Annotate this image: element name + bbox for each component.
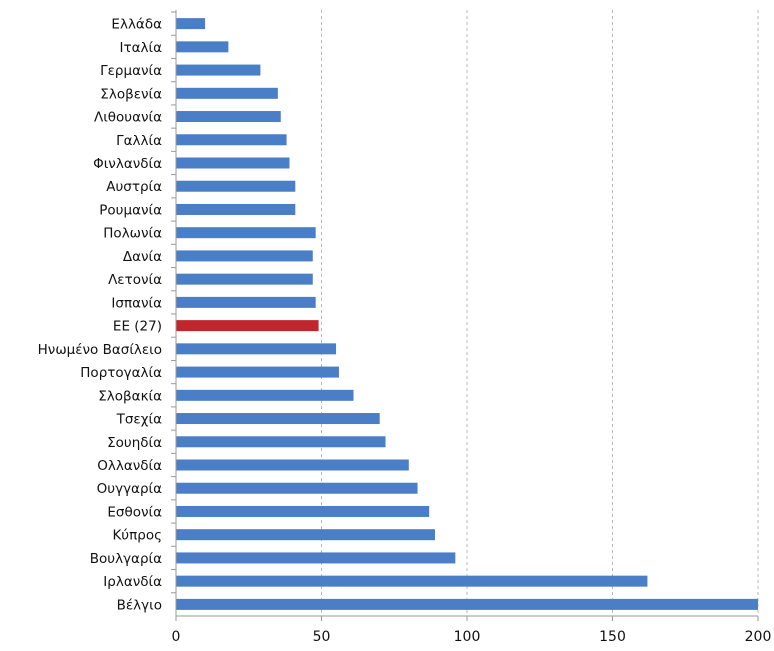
category-label: Γερμανία	[100, 63, 162, 79]
category-label: Βέλγιο	[117, 597, 162, 613]
bar-12	[176, 296, 316, 308]
bar-2	[176, 64, 261, 76]
bar-4	[176, 111, 281, 123]
bar-3	[176, 87, 278, 99]
x-tick-labels: 0 50 100 150 200	[172, 629, 772, 645]
category-label: Ολλανδία	[97, 458, 162, 474]
category-label: Ελλάδα	[111, 17, 162, 33]
category-label: Βουλγαρία	[90, 551, 162, 567]
x-tick-label: 50	[313, 629, 331, 645]
bars	[176, 18, 758, 610]
bar-1	[176, 41, 229, 53]
category-label: Λιθουανία	[94, 110, 162, 126]
bar-9	[176, 227, 316, 239]
bar-13	[176, 320, 319, 332]
bar-24	[176, 575, 648, 587]
bar-7	[176, 180, 296, 192]
category-label: Κύπρος	[112, 528, 162, 544]
category-label: Ιρλανδία	[103, 574, 162, 590]
x-tick-label: 200	[745, 629, 772, 645]
bar-11	[176, 273, 313, 285]
category-label: Σουηδία	[107, 435, 162, 451]
bar-20	[176, 482, 418, 494]
category-label: Δανία	[123, 249, 162, 265]
bar-15	[176, 366, 339, 378]
bar-23	[176, 552, 456, 564]
category-label: Ιταλία	[120, 40, 163, 56]
category-label: Γαλλία	[116, 133, 162, 149]
category-labels: Ελλάδα Ιταλία Γερμανία Σλοβενία Λιθουανία Γαλ…	[38, 17, 162, 614]
category-label: ΕΕ (27)	[113, 319, 162, 335]
category-label: Φινλανδία	[93, 156, 162, 172]
category-label: Σλοβενία	[100, 86, 162, 102]
category-label: Πολωνία	[103, 226, 162, 242]
category-label: Ρουμανία	[99, 202, 162, 218]
bar-5	[176, 134, 287, 146]
bar-25	[176, 598, 758, 610]
x-tick-label: 150	[599, 629, 626, 645]
category-label: Ηνωμένο Βασίλειο	[38, 342, 162, 358]
category-label: Τσεχία	[116, 412, 162, 428]
category-label: Ισπανία	[111, 295, 162, 311]
bar-19	[176, 459, 409, 471]
category-label: Ουγγαρία	[97, 481, 162, 497]
bar-8	[176, 203, 296, 215]
x-tick-label: 100	[454, 629, 481, 645]
bar-14	[176, 343, 337, 355]
axes	[171, 10, 759, 621]
bar-10	[176, 250, 313, 262]
bar-18	[176, 436, 386, 448]
grid-lines	[321, 10, 759, 616]
category-label: Πορτογαλία	[80, 365, 162, 381]
bar-16	[176, 389, 354, 401]
category-label: Λετονία	[108, 272, 162, 288]
bar-22	[176, 529, 435, 541]
bar-17	[176, 413, 380, 425]
bar-0	[176, 18, 206, 30]
category-label: Σλοβακία	[98, 388, 162, 404]
x-tick-label: 0	[172, 629, 181, 645]
bar-21	[176, 505, 430, 517]
bar-6	[176, 157, 290, 169]
category-label: Αυστρία	[106, 179, 162, 195]
category-label: Εσθονία	[107, 504, 162, 520]
